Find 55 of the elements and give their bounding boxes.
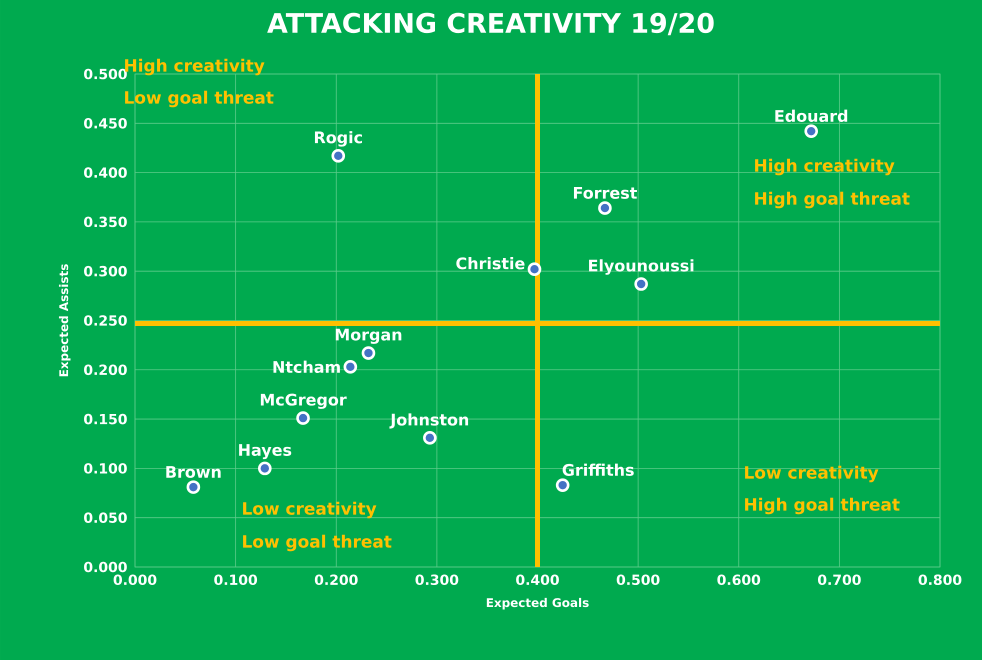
x-tick-label: 0.300 [415,574,458,586]
y-tick-label: 0.500 [84,68,127,80]
annotation: High creativity [755,158,894,176]
series-label: Forrest [574,187,637,199]
x-tick-label: 0.100 [214,574,258,586]
annotation: High creativity [125,58,264,76]
y-tick-label: 0.400 [84,167,127,178]
annotation: High goal threat [745,498,900,514]
series-label: Elyounoussi [589,259,694,275]
series-label: Morgan [336,328,402,344]
series-label: Brown [166,466,221,478]
y-tick-label: 0.350 [84,216,127,228]
x-tick-label: 0.000 [114,574,156,586]
y-tick-label: 0.050 [84,512,127,523]
point [296,411,310,425]
series-label: Johnston [389,413,468,429]
point [556,478,570,492]
point [186,480,200,494]
y-tick-label: 0.000 [84,562,127,572]
y-tick-label: 0.100 [84,463,127,474]
series-label: Hayes [239,444,292,460]
series-label: Griffiths [562,464,634,476]
x-tick-label: 0.200 [314,574,358,586]
series-label: Rogic [314,131,362,147]
point [423,431,437,445]
annotation: Low creativity [745,466,878,482]
x-tick-label: 0.700 [818,574,861,586]
y-tick-label: 0.450 [84,118,127,129]
annotation: Low creativity [243,502,376,518]
series-label: McGregor [260,394,347,409]
series-label: Edouard [775,110,848,122]
point [804,124,818,138]
annotation: High goal threat [755,192,910,208]
point [331,149,346,163]
x-tick-label: 0.600 [717,574,760,586]
x-tick-label: 0.400 [516,574,559,586]
point [362,346,376,360]
y-tick-label: 0.250 [84,315,127,326]
series-label: Ntcham [273,360,340,373]
annotation: Low goal threat [125,90,274,108]
y-tick-label: 0.200 [84,364,127,376]
x-tick-label: 0.500 [616,574,660,586]
point [634,277,648,291]
y-axis-title: Expected Assists [58,264,71,376]
chart-title: ATTACKING CREATIVITY 19/20 [267,12,714,36]
annotation: Low goal threat [243,534,392,552]
point [598,201,612,215]
point [528,262,542,276]
series-label: Christie [456,257,525,270]
y-tick-label: 0.300 [84,266,127,276]
x-tick-label: 0.800 [918,574,962,586]
x-axis-title: Expected Goals [486,598,589,610]
point [344,360,358,374]
point [258,462,272,476]
y-tick-label: 0.150 [84,414,127,424]
